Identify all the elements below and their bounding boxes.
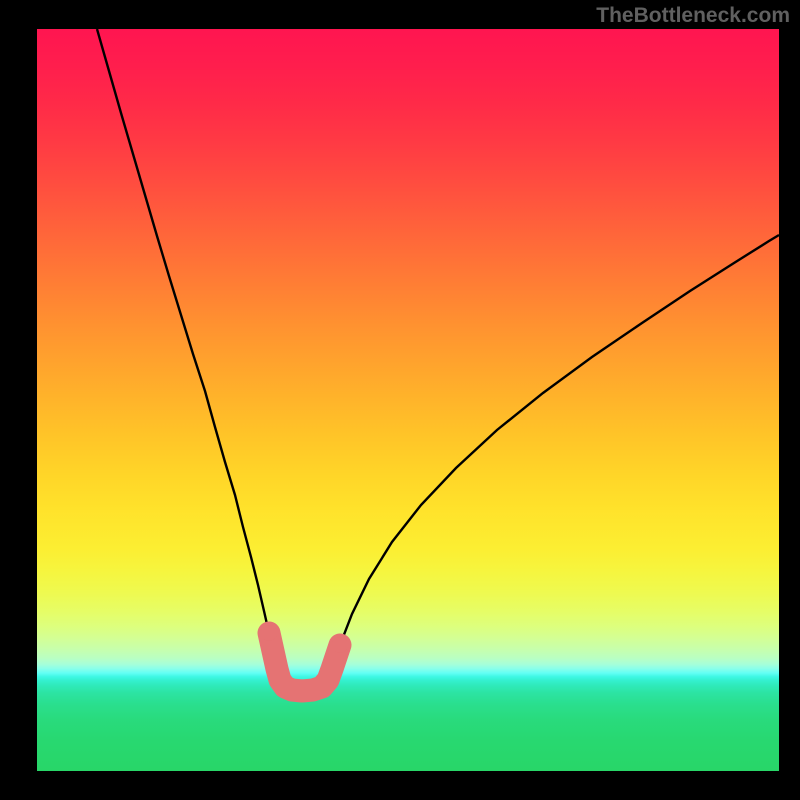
- watermark-text: TheBottleneck.com: [596, 4, 790, 28]
- connector-dot: [261, 625, 277, 641]
- curve-overlay: [37, 29, 779, 771]
- plot-area: [37, 29, 779, 771]
- left-curve: [97, 29, 277, 669]
- bottom-connector: [269, 633, 340, 691]
- canvas-root: TheBottleneck.com: [0, 0, 800, 800]
- connector-dot: [332, 637, 348, 653]
- right-curve: [332, 235, 779, 669]
